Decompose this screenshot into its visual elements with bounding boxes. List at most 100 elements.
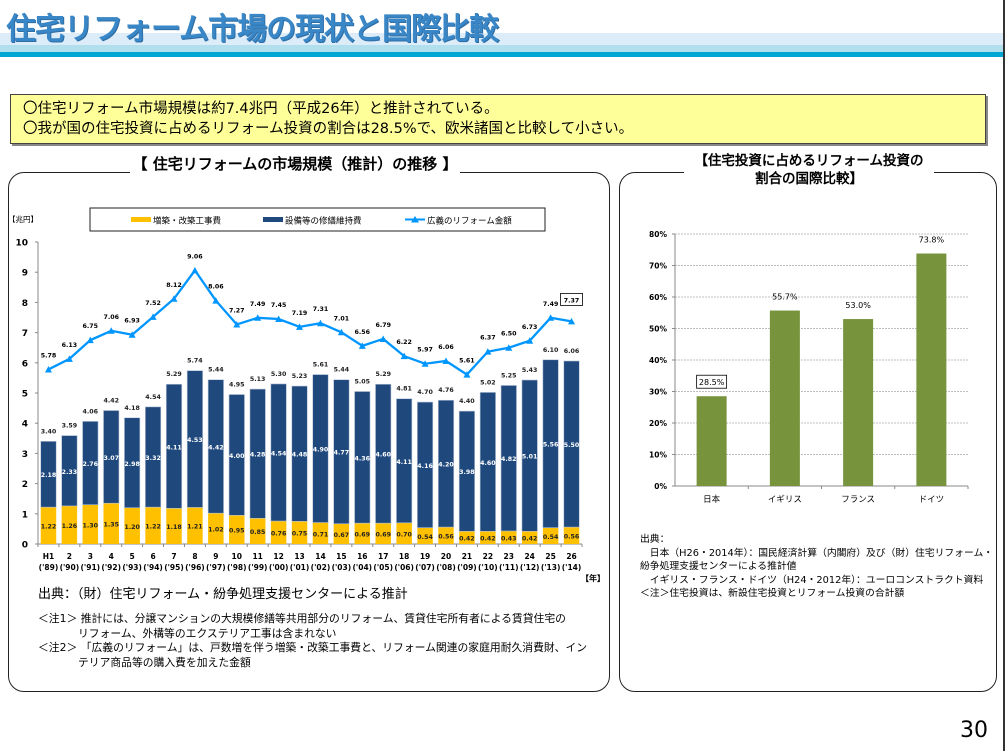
data-label-addition: 1.30 (83, 522, 99, 529)
x-tick-label: ドイツ (919, 495, 945, 505)
data-label-broad: 6.37 (480, 335, 496, 342)
highlight-box (560, 293, 583, 306)
panel-title-line-2: 割合の国際比較】 (755, 171, 863, 187)
title-band: 住宅リフォーム市場の現状と国際比較 (0, 0, 1003, 58)
bar-addition (438, 527, 454, 544)
data-label-addition: 0.42 (522, 536, 538, 543)
x-tick-label: フランス (841, 495, 875, 505)
bar-1 (769, 310, 800, 486)
y-tick-label: 0 (22, 541, 28, 551)
market-size-chart: 増築・改築工事費 設備等の修繕維持費 広義のリフォーム金額 【兆円】 【年】 0… (8, 207, 605, 583)
data-label-total: 5.29 (166, 371, 182, 378)
title-band-light (0, 33, 1003, 45)
data-label-maintenance: 4.16 (417, 463, 433, 470)
bar-addition (375, 523, 391, 544)
x-tick-sublabel: ('07) (415, 563, 435, 572)
line-marker (505, 344, 513, 351)
bar-maintenance (500, 385, 517, 532)
bar-maintenance (396, 398, 413, 524)
x-tick-label: 25 (545, 552, 555, 561)
line-marker (254, 314, 262, 321)
x-tick-sublabel: ('13) (541, 563, 561, 572)
line-marker (379, 335, 387, 342)
data-label-total: 5.02 (480, 379, 496, 386)
highlight-box (696, 374, 728, 389)
bar-addition (40, 507, 57, 544)
data-label-broad: 5.61 (459, 358, 475, 365)
data-label-maintenance: 3.98 (459, 469, 475, 476)
x-tick-sublabel: ('95) (164, 563, 184, 572)
x-tick-label: 13 (294, 552, 304, 561)
x-tick-sublabel: ('11) (499, 563, 519, 572)
data-label-broad: 7.49 (250, 301, 266, 308)
x-tick-sublabel: ('02) (311, 563, 331, 572)
data-label-maintenance: 2.18 (41, 472, 57, 479)
bar-maintenance (521, 379, 538, 532)
data-label-total: 5.23 (292, 373, 308, 380)
y-tick-label: 1 (22, 510, 28, 520)
x-tick-label: 17 (378, 552, 388, 561)
bar-addition (459, 531, 475, 544)
data-label-broad: 7.06 (103, 314, 119, 321)
data-label-addition: 1.02 (208, 527, 224, 534)
bar-addition (563, 527, 580, 544)
y-tick-label: 2 (22, 480, 28, 490)
data-label-total: 4.42 (103, 398, 119, 405)
x-tick-sublabel: ('12) (520, 563, 540, 572)
bar-maintenance (333, 379, 350, 525)
data-label-addition: 0.76 (271, 531, 287, 538)
data-label-addition: 0.71 (313, 531, 329, 538)
note-1-text: 推計には、分譲マンションの大規模修繕等共用部分のリフォーム、賃貸住宅所有者による… (80, 612, 566, 625)
x-tick-sublabel: ('14) (562, 563, 582, 572)
international-comparison-chart: 0%10%20%30%40%50%60%70%80%日本 イギリス フランス ドイツ … (649, 230, 969, 505)
x-axis-unit-label: 【年】 (581, 573, 605, 583)
data-label-broad: 7.19 (292, 310, 308, 317)
bar-addition (312, 522, 329, 544)
x-tick-label: 日本 (703, 494, 721, 505)
x-tick-label: 6 (150, 552, 155, 561)
bar-maintenance (165, 383, 183, 509)
data-label-broad: 9.06 (187, 253, 203, 260)
market-size-notes: ＜注1＞ 推計には、分譲マンションの大規模修繕等共用部分のリフォーム、賃貸住宅所… (38, 612, 587, 670)
x-tick-label: 5 (130, 552, 135, 561)
international-comparison-notes: 出典： 日本（H26・2014年）：国民経済計算（内閣府）及び（財）住宅リフォー… (640, 533, 993, 601)
x-tick-sublabel: ('05) (373, 563, 393, 572)
y-tick-label: 10 (15, 239, 28, 249)
note-2-text: 「広義のリフォーム」は、戸数増を伴う増築・改築工事費と、リフォーム関連の家庭用耐… (80, 641, 588, 654)
data-label: 53.0% (845, 301, 871, 310)
bar-2 (843, 319, 874, 486)
x-tick-label: 23 (504, 552, 514, 561)
y-tick-label: 40% (649, 356, 667, 365)
bar-addition (61, 505, 78, 544)
bar-maintenance (458, 410, 475, 532)
data-label-maintenance: 5.56 (543, 442, 559, 449)
data-label-broad: 5.97 (417, 347, 433, 354)
x-tick-label: 8 (192, 552, 197, 561)
x-tick-label: 11 (252, 552, 262, 561)
bar-addition (229, 515, 245, 544)
data-label-broad: 7.45 (271, 302, 287, 309)
bar-maintenance (103, 410, 120, 504)
x-tick-sublabel: ('94) (143, 563, 163, 572)
x-tick-sublabel: ('99) (248, 563, 268, 572)
data-label-maintenance: 4.48 (292, 452, 308, 459)
data-label-broad: 6.06 (438, 344, 454, 351)
x-tick-sublabel: ('01) (290, 563, 310, 572)
data-label-broad: 7.31 (313, 306, 329, 313)
data-label-total: 5.74 (187, 358, 203, 365)
bar-addition (249, 518, 266, 544)
bar-3 (916, 253, 947, 486)
data-label-maintenance: 5.50 (564, 442, 580, 449)
line-marker (421, 360, 429, 367)
bar-maintenance (207, 379, 224, 514)
x-tick-label: 22 (483, 552, 493, 561)
x-tick-sublabel: ('00) (269, 563, 289, 572)
data-label-maintenance: 4.77 (334, 450, 350, 457)
x-tick-label: 14 (315, 552, 325, 561)
y-tick-label: 50% (649, 325, 667, 334)
bar-addition (396, 522, 412, 544)
y-tick-label: 0% (654, 482, 667, 491)
data-label-addition: 1.18 (166, 524, 182, 531)
line-marker (568, 317, 576, 325)
data-label-maintenance: 4.20 (438, 462, 454, 469)
